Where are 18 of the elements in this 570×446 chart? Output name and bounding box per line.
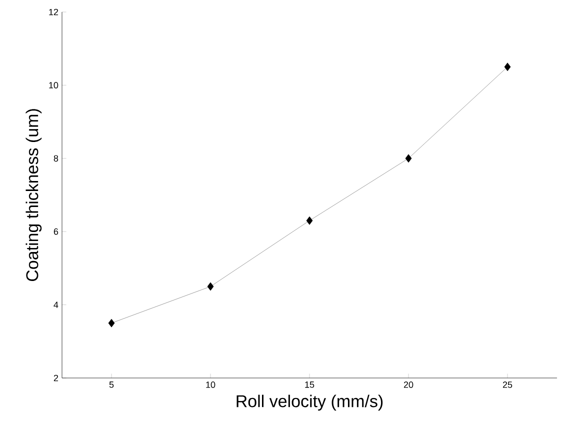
- point: [207, 282, 214, 291]
- y-axis-title: Coating thickness (um): [26, 109, 42, 282]
- y-tick-label: 8: [54, 155, 58, 162]
- point: [306, 216, 313, 225]
- x-tick-label: 15: [305, 382, 314, 388]
- x-axis-title: Roll velocity (mm/s): [236, 394, 383, 411]
- y-tick-label: 10: [49, 82, 58, 88]
- y-tick-label: 4: [54, 302, 58, 308]
- y-tick-label: 2: [54, 374, 58, 382]
- point: [108, 318, 115, 328]
- x-tick-label: 25: [502, 382, 512, 388]
- x-tick-label: 10: [206, 382, 216, 388]
- y-tick-label: 12: [49, 8, 58, 16]
- x-tick-label: 5: [109, 382, 114, 388]
- y-tick-label: 6: [54, 228, 58, 235]
- point: [405, 154, 412, 163]
- x-tick-label: 20: [404, 382, 414, 388]
- point: [504, 62, 511, 72]
